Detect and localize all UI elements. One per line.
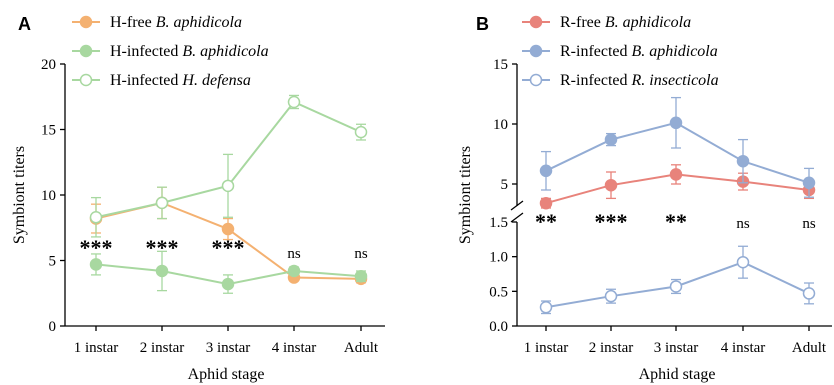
data-point bbox=[669, 116, 683, 130]
data-point bbox=[89, 211, 103, 224]
data-point bbox=[155, 264, 169, 278]
legend-label-species: B. aphidicola bbox=[605, 14, 691, 31]
data-point bbox=[669, 280, 683, 293]
legend-marker bbox=[529, 15, 543, 29]
legend-label-name: H-infected bbox=[110, 43, 182, 60]
axis-break-mark bbox=[510, 212, 524, 223]
significance-label: ** bbox=[535, 209, 557, 234]
x-tick-label: 2 instar bbox=[589, 340, 634, 356]
data-point bbox=[736, 255, 750, 269]
legend-label-species: R. insecticola bbox=[631, 72, 719, 89]
data-point bbox=[354, 125, 368, 139]
x-tick-label: 4 instar bbox=[721, 340, 766, 356]
legend-label: R-infected R. insecticola bbox=[560, 72, 719, 89]
data-point bbox=[221, 277, 235, 291]
legend-label: H-infected B. aphidicola bbox=[110, 43, 269, 60]
legend-label-name: H-free bbox=[110, 14, 156, 31]
data-point bbox=[604, 133, 618, 146]
legend-label-species: B. aphidicola bbox=[182, 43, 268, 60]
y-tick-label: 10 bbox=[493, 117, 508, 133]
y-tick-label: 5 bbox=[49, 254, 57, 270]
legend-label: R-free B. aphidicola bbox=[560, 14, 691, 31]
data-point bbox=[221, 179, 235, 193]
data-point bbox=[89, 258, 103, 271]
data-point bbox=[287, 264, 301, 278]
y-axis-title: Symbiont titers bbox=[11, 146, 28, 244]
legend-marker bbox=[529, 44, 543, 58]
significance-label: *** bbox=[212, 235, 245, 260]
data-point bbox=[802, 176, 816, 190]
data-point bbox=[539, 301, 553, 314]
y-tick-label: 10 bbox=[41, 188, 56, 204]
significance-label: ns bbox=[736, 216, 750, 232]
data-point bbox=[604, 289, 618, 303]
data-point bbox=[155, 196, 169, 210]
axis-break-mark bbox=[510, 200, 524, 211]
y-tick-label: 0.0 bbox=[489, 319, 508, 335]
legend-marker bbox=[79, 73, 93, 87]
x-tick-label: 2 instar bbox=[140, 340, 185, 356]
legend-label: R-infected B. aphidicola bbox=[560, 43, 718, 60]
legend-marker bbox=[79, 15, 93, 29]
y-tick-label: 5 bbox=[501, 177, 509, 193]
x-tick-label: 3 instar bbox=[206, 340, 251, 356]
data-point bbox=[736, 154, 750, 168]
significance-label: ns bbox=[354, 246, 368, 262]
significance-label: ns bbox=[287, 246, 301, 262]
y-tick-label: 20 bbox=[41, 57, 56, 73]
panel-a: A 0 5 10 15 20 1 instar 2 instar 3 instar 4 insta… bbox=[11, 14, 385, 383]
legend-label-name: R-infected bbox=[560, 72, 632, 89]
data-point bbox=[539, 164, 553, 178]
legend-label: H-infected H. defensa bbox=[110, 72, 251, 89]
x-axis-title: Aphid stage bbox=[188, 366, 265, 383]
y-axis-title: Symbiont titers bbox=[457, 146, 474, 244]
data-point bbox=[539, 196, 553, 210]
significance-label: *** bbox=[80, 235, 113, 260]
significance-label: *** bbox=[146, 235, 179, 260]
data-point bbox=[604, 178, 618, 192]
legend-label-species: H. defensa bbox=[181, 72, 250, 89]
significance-label: ns bbox=[802, 216, 816, 232]
y-tick-label: 15 bbox=[493, 57, 508, 73]
x-tick-label: Adult bbox=[344, 340, 379, 356]
data-point bbox=[669, 168, 683, 181]
legend-label-name: R-infected bbox=[560, 43, 632, 60]
x-tick-label: 1 instar bbox=[74, 340, 119, 356]
legend-label-species: B. aphidicola bbox=[632, 43, 718, 60]
x-axis-title: Aphid stage bbox=[639, 366, 716, 383]
x-tick-label: 3 instar bbox=[654, 340, 699, 356]
significance-label: ** bbox=[665, 209, 687, 234]
data-point bbox=[354, 269, 368, 283]
y-tick-label: 15 bbox=[41, 123, 56, 139]
significance-label: *** bbox=[595, 209, 628, 234]
legend-marker bbox=[79, 44, 93, 58]
x-tick-label: Adult bbox=[792, 340, 827, 356]
data-point bbox=[221, 222, 235, 236]
legend-marker bbox=[529, 73, 543, 87]
legend-label: H-free B. aphidicola bbox=[110, 14, 242, 31]
x-tick-label: 1 instar bbox=[524, 340, 569, 356]
panel-label: B bbox=[476, 14, 489, 34]
legend-label-name: R-free bbox=[560, 14, 605, 31]
y-tick-label: 0.5 bbox=[489, 284, 508, 300]
y-tick-label: 1.5 bbox=[489, 215, 508, 231]
y-tick-label: 1.0 bbox=[489, 250, 508, 266]
panel-label: A bbox=[18, 14, 31, 34]
data-point bbox=[802, 287, 816, 300]
panel-b: B 5 10 15 0.0 0.5 1.0 1.5 1 instar 2 instar 3 inst… bbox=[457, 14, 832, 383]
data-point bbox=[287, 95, 301, 109]
legend-label-species: B. aphidicola bbox=[156, 14, 242, 31]
x-tick-label: 4 instar bbox=[272, 340, 317, 356]
legend-label-name: H-infected bbox=[110, 72, 182, 89]
y-tick-label: 0 bbox=[49, 319, 57, 335]
